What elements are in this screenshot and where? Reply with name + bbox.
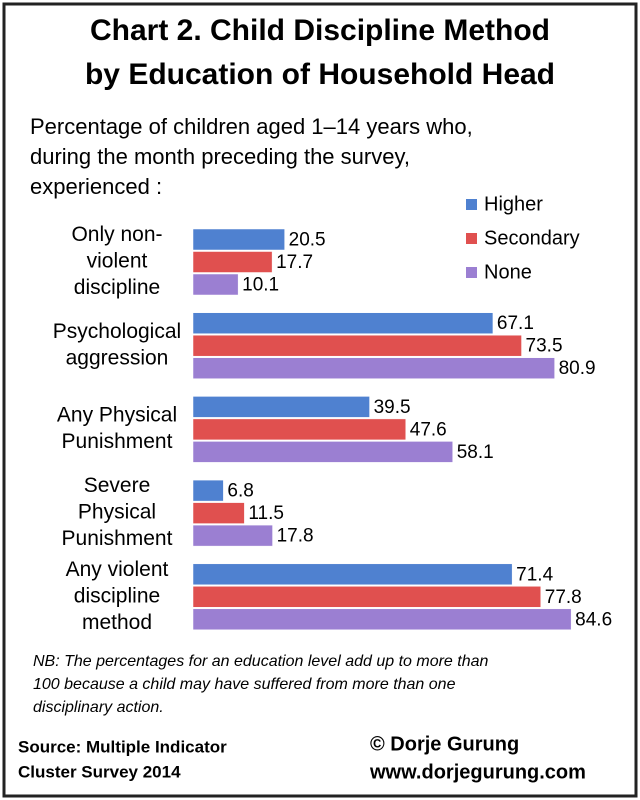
subtitle: experienced : [30,174,162,199]
data-label: 84.6 [575,609,612,630]
legend-label: Secondary [484,227,580,249]
bar [192,273,239,296]
data-label: 47.6 [410,419,447,440]
category-label: method [82,611,152,634]
chart-title: by Education of Household Head [85,58,555,91]
bar [192,608,572,631]
category-label: Psychological [53,320,181,343]
bar [192,441,453,463]
note: 100 because a child may have suffered fr… [33,676,456,693]
data-label: 58.1 [457,442,494,463]
data-label: 11.5 [248,503,284,524]
bar [192,479,224,502]
credit: © Dorje Gurung [370,733,519,755]
note: disciplinary action. [33,699,164,716]
category-label: Severe [84,474,151,497]
legend-swatch [466,199,477,210]
bar [192,334,522,357]
category-label: Any Physical [57,404,177,427]
category-label: discipline [74,584,160,607]
bar [192,357,555,379]
category-label: Physical [78,501,156,524]
data-label: 17.7 [276,252,313,273]
bar [192,251,273,273]
legend-label: Higher [484,193,543,215]
legend-swatch [466,233,477,244]
category-label: Any violent [66,558,169,581]
bar [192,396,370,418]
bar [192,312,494,334]
subtitle: during the month preceding the survey, [30,144,410,169]
data-label: 77.8 [545,587,582,608]
data-label: 20.5 [289,230,326,251]
category-label: Only non- [71,223,162,246]
data-label: 71.4 [516,564,553,585]
category-label: Punishment [62,430,173,453]
bar [192,524,273,547]
note: NB: The percentages for an education lev… [33,653,489,670]
data-label: 39.5 [374,397,411,418]
legend-label: None [484,261,532,283]
data-label: 10.1 [242,275,279,296]
chart-title: Chart 2. Child Discipline Method [90,14,550,47]
credit: www.dorjegurung.com [369,761,586,783]
data-label: 80.9 [559,358,596,379]
source: Cluster Survey 2014 [18,762,181,781]
data-label: 67.1 [497,313,534,334]
data-label: 17.8 [277,526,314,547]
bar [192,228,285,251]
bar [192,418,407,441]
subtitle: Percentage of children aged 1–14 years w… [30,114,473,139]
category-label: discipline [74,276,160,299]
bar [192,502,245,524]
data-label: 73.5 [526,336,563,357]
category-label: violent [87,250,148,273]
category-label: Punishment [62,527,173,550]
source: Source: Multiple Indicator [18,737,227,756]
category-label: aggression [66,346,169,369]
data-label: 6.8 [227,481,253,502]
legend-swatch [466,267,477,278]
bar [192,586,542,608]
bar [192,563,513,586]
